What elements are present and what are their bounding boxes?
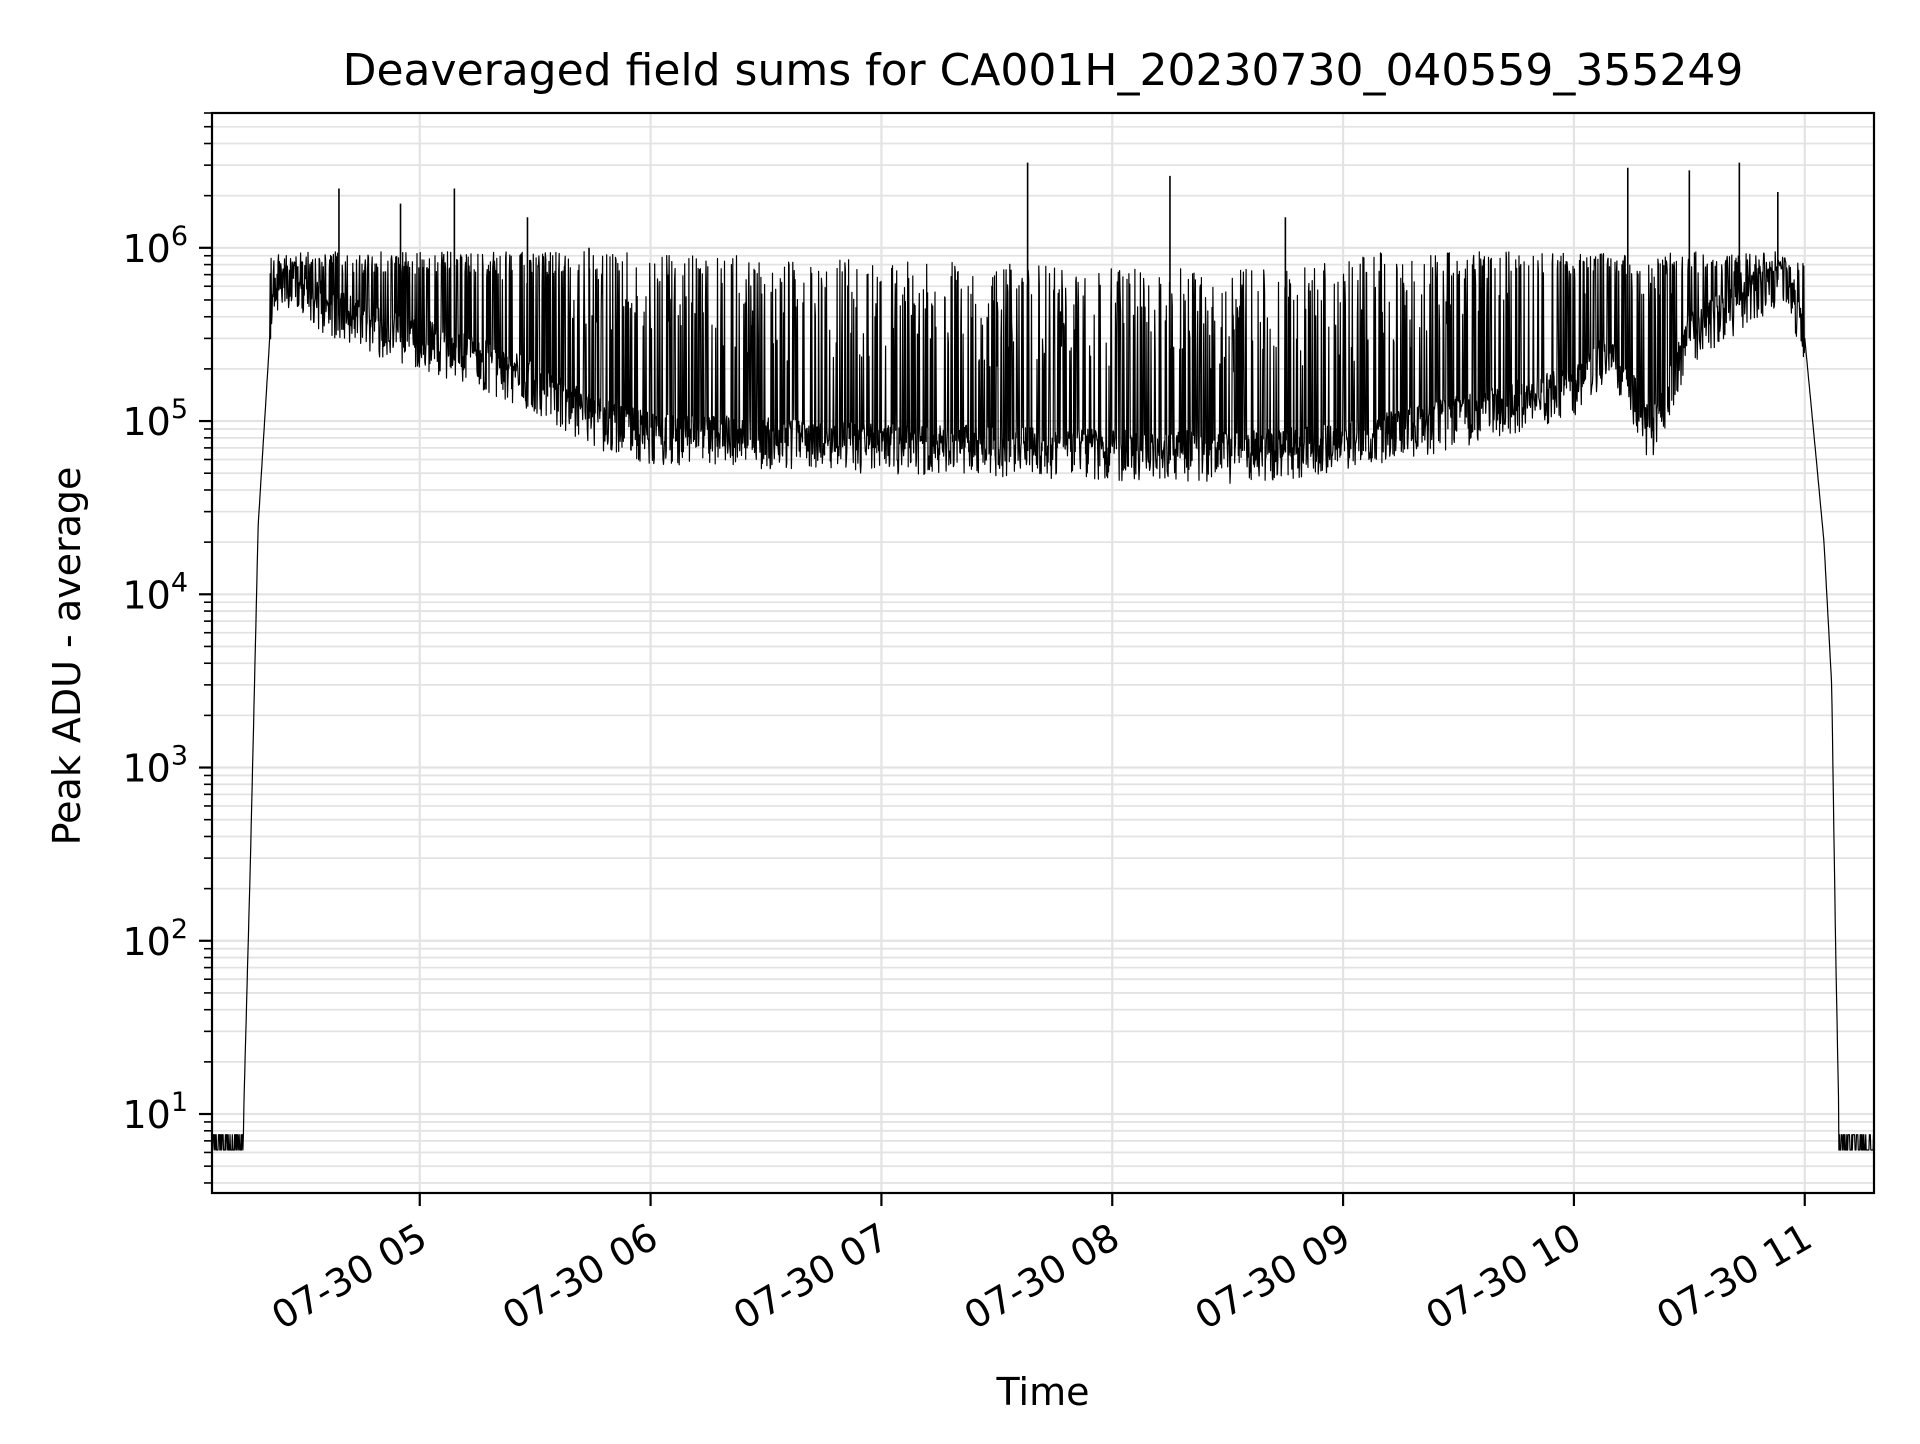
y-tick-label-exponent: 6 bbox=[171, 221, 188, 252]
y-tick-label-base: 10 bbox=[122, 573, 170, 617]
y-tick-label-base: 10 bbox=[122, 920, 170, 964]
y-tick-label-base: 10 bbox=[122, 747, 170, 791]
y-tick-label: 102 bbox=[122, 914, 188, 964]
y-tick-label: 104 bbox=[122, 567, 188, 617]
series-line bbox=[211, 251, 1875, 1151]
x-axis-label: Time bbox=[996, 1370, 1090, 1414]
y-axis-label: Peak ADU - average bbox=[45, 467, 89, 846]
y-tick-label: 101 bbox=[122, 1087, 188, 1137]
plot-frame bbox=[210, 111, 1876, 1195]
y-tick-label-exponent: 1 bbox=[171, 1087, 188, 1118]
y-tick-label-exponent: 2 bbox=[171, 914, 188, 945]
y-tick-label-exponent: 3 bbox=[171, 741, 188, 772]
y-tick-label-base: 10 bbox=[122, 400, 170, 444]
y-tick-label: 105 bbox=[122, 394, 188, 444]
y-tick-label-exponent: 5 bbox=[171, 394, 188, 425]
series-layer bbox=[211, 162, 1875, 1151]
y-tick-label-base: 10 bbox=[122, 1093, 170, 1137]
y-tick-label: 106 bbox=[122, 221, 188, 271]
y-tick-label: 103 bbox=[122, 741, 188, 791]
y-tick-label-exponent: 4 bbox=[171, 567, 188, 598]
y-tick-label-base: 10 bbox=[122, 227, 170, 271]
chart-title: Deaveraged field sums for CA001H_2023073… bbox=[343, 45, 1744, 96]
grid-layer bbox=[212, 112, 1874, 1193]
